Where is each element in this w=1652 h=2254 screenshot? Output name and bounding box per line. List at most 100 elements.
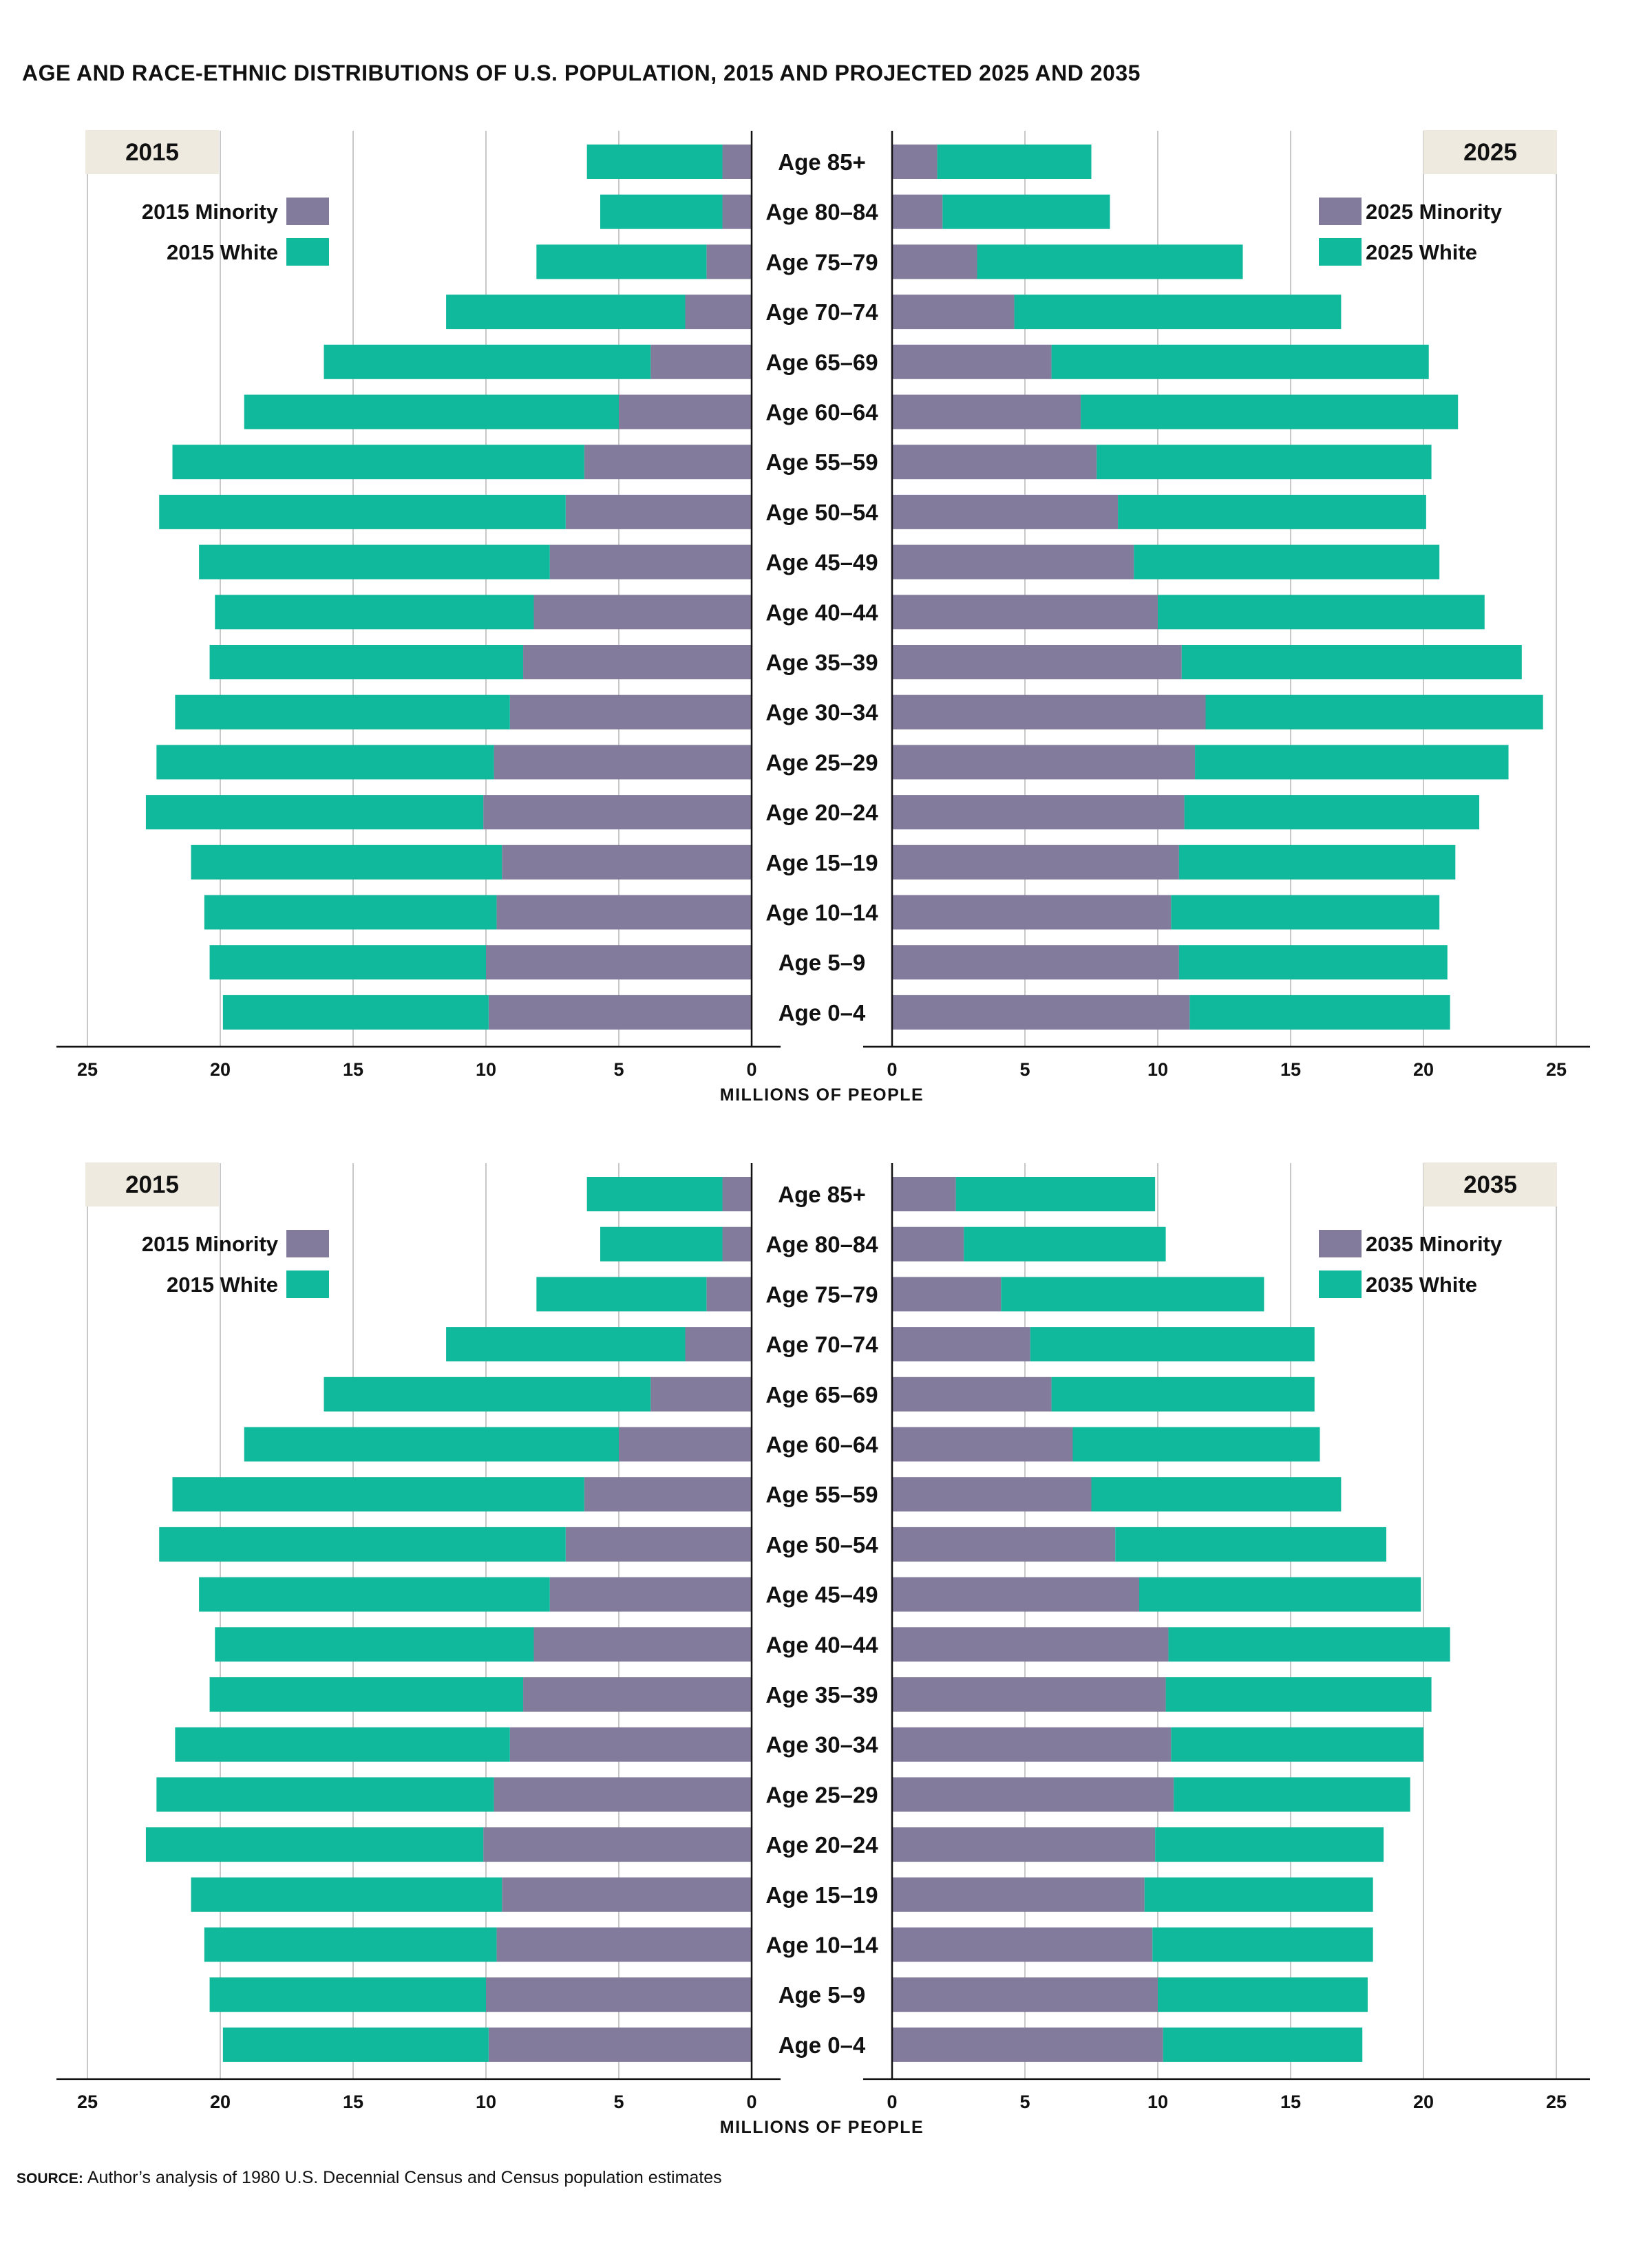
bar-2015-minority-age-70-74 xyxy=(685,295,752,330)
bar-2025-minority-age-10-14 xyxy=(892,895,1172,930)
legend-swatch-2025-white xyxy=(1319,238,1362,266)
source-note: SOURCE: Author’s analysis of 1980 U.S. De… xyxy=(17,2168,722,2187)
bar-2025-white-age-45-49 xyxy=(1134,544,1440,580)
legend-label-2035-minority: 2035 Minority xyxy=(1366,1232,1503,1256)
bar-2015-minority-age-75-79 xyxy=(706,244,752,279)
bar-2015-minority-age-20-24 xyxy=(483,795,752,830)
category-label-age-55-59: Age 55–59 xyxy=(765,1482,878,1507)
bar-2015-white-age-80-84 xyxy=(600,1226,723,1262)
bar-2015-white-age-30-34 xyxy=(175,694,510,730)
bar-2015-minority-age-65-69 xyxy=(650,1376,752,1412)
category-label-age-30-34: Age 30–34 xyxy=(765,700,878,725)
bar-2015-minority-age-15-19 xyxy=(502,844,752,880)
category-label-age-15-19: Age 15–19 xyxy=(765,1882,878,1908)
source-label: SOURCE: xyxy=(17,2171,83,2187)
year-label-left: 2015 xyxy=(125,1171,179,1198)
tick-label-right: 15 xyxy=(1280,1059,1301,1080)
tick-label-right: 10 xyxy=(1147,2092,1168,2112)
legend-swatch-2015-white xyxy=(286,238,329,266)
bar-2015-white-age-20-24 xyxy=(145,795,484,830)
bar-2015-white-age-85 xyxy=(586,1177,723,1211)
bar-2025-minority-age-55-59 xyxy=(892,445,1097,480)
category-label-age-75-79: Age 75–79 xyxy=(765,1282,878,1307)
legend-swatch-2015-white xyxy=(286,1270,329,1298)
tick-label-right: 5 xyxy=(1019,2092,1030,2112)
legend-swatch-2015-minority xyxy=(286,1230,329,1257)
bar-2035-white-age-60-64 xyxy=(1072,1427,1320,1462)
category-label-age-5-9: Age 5–9 xyxy=(779,1982,866,2008)
bar-2015-minority-age-20-24 xyxy=(483,1827,752,1862)
bar-2035-white-age-55-59 xyxy=(1091,1477,1342,1512)
year-box-left xyxy=(85,1162,219,1206)
category-label-age-25-29: Age 25–29 xyxy=(765,1782,878,1807)
legend-label-2025-white: 2025 White xyxy=(1366,240,1477,264)
tick-label-left: 5 xyxy=(613,2092,624,2112)
bar-2025-minority-age-20-24 xyxy=(892,795,1185,830)
bar-2015-minority-age-30-34 xyxy=(509,1727,752,1762)
bar-2015-minority-age-60-64 xyxy=(619,394,752,429)
bar-2015-white-age-65-69 xyxy=(324,1376,651,1412)
bar-2035-minority-age-65-69 xyxy=(892,1376,1052,1412)
category-label-age-70-74: Age 70–74 xyxy=(765,1332,878,1357)
bar-2025-minority-age-5-9 xyxy=(892,945,1179,980)
bar-2035-white-age-10-14 xyxy=(1152,1927,1373,1962)
bar-2015-white-age-70-74 xyxy=(446,295,686,330)
tick-label-right: 20 xyxy=(1413,2092,1434,2112)
bar-2025-minority-age-80-84 xyxy=(892,194,943,229)
bar-2015-white-age-45-49 xyxy=(199,544,550,580)
bar-2025-minority-age-50-54 xyxy=(892,494,1119,529)
bar-2025-minority-age-85 xyxy=(892,145,938,179)
category-label-age-55-59: Age 55–59 xyxy=(765,449,878,475)
bar-2025-white-age-55-59 xyxy=(1097,445,1432,480)
bar-2015-white-age-0-4 xyxy=(222,2027,489,2062)
category-label-age-85: Age 85+ xyxy=(778,1182,866,1207)
legend-label-2015-minority: 2015 Minority xyxy=(142,200,279,224)
bar-2035-minority-age-70-74 xyxy=(892,1327,1030,1362)
tick-label-left: 20 xyxy=(210,1059,231,1080)
bar-2025-minority-age-25-29 xyxy=(892,745,1196,780)
bar-2035-minority-age-45-49 xyxy=(892,1577,1139,1612)
bar-2025-white-age-35-39 xyxy=(1181,645,1522,679)
bar-2015-minority-age-50-54 xyxy=(565,494,752,529)
bar-2015-minority-age-30-34 xyxy=(509,694,752,730)
bar-2015-white-age-10-14 xyxy=(204,895,497,930)
tick-label-left: 15 xyxy=(343,2092,363,2112)
bar-2025-white-age-40-44 xyxy=(1158,595,1485,630)
category-label-age-60-64: Age 60–64 xyxy=(765,1432,878,1458)
bar-2015-minority-age-15-19 xyxy=(502,1877,752,1912)
bar-2025-minority-age-35-39 xyxy=(892,645,1182,679)
bar-2035-white-age-15-19 xyxy=(1144,1877,1373,1912)
x-axis-title: MILLIONS OF PEOPLE xyxy=(720,2118,924,2137)
category-label-age-35-39: Age 35–39 xyxy=(765,1682,878,1708)
bar-2035-white-age-85 xyxy=(955,1177,1156,1211)
category-label-age-45-49: Age 45–49 xyxy=(765,550,878,575)
tick-label-left: 25 xyxy=(77,1059,98,1080)
bar-2015-white-age-75-79 xyxy=(536,1277,707,1312)
tick-label-left: 15 xyxy=(343,1059,363,1080)
bar-2015-white-age-0-4 xyxy=(222,995,489,1030)
bar-2015-minority-age-5-9 xyxy=(486,945,752,980)
bar-2015-white-age-50-54 xyxy=(159,1527,566,1562)
bar-2015-white-age-35-39 xyxy=(209,645,524,679)
bar-2015-minority-age-80-84 xyxy=(722,1226,752,1262)
year-box-right xyxy=(1423,130,1557,174)
bar-2015-white-age-50-54 xyxy=(159,494,566,529)
bar-2035-minority-age-50-54 xyxy=(892,1527,1116,1562)
bar-2035-minority-age-85 xyxy=(892,1177,956,1211)
bar-2025-white-age-70-74 xyxy=(1014,295,1342,330)
bar-2015-minority-age-60-64 xyxy=(619,1427,752,1462)
category-label-age-70-74: Age 70–74 xyxy=(765,299,878,325)
category-label-age-75-79: Age 75–79 xyxy=(765,249,878,275)
bar-2025-white-age-30-34 xyxy=(1205,694,1543,730)
legend-label-2025-minority: 2025 Minority xyxy=(1366,200,1503,224)
category-label-age-80-84: Age 80–84 xyxy=(765,1232,878,1257)
bar-2015-minority-age-45-49 xyxy=(549,544,752,580)
year-box-right xyxy=(1423,1162,1557,1206)
category-label-age-5-9: Age 5–9 xyxy=(779,950,866,975)
bar-2025-white-age-10-14 xyxy=(1171,895,1440,930)
bar-2015-white-age-60-64 xyxy=(244,394,619,429)
legend-swatch-2035-minority xyxy=(1319,1230,1362,1257)
bar-2025-minority-age-30-34 xyxy=(892,694,1206,730)
